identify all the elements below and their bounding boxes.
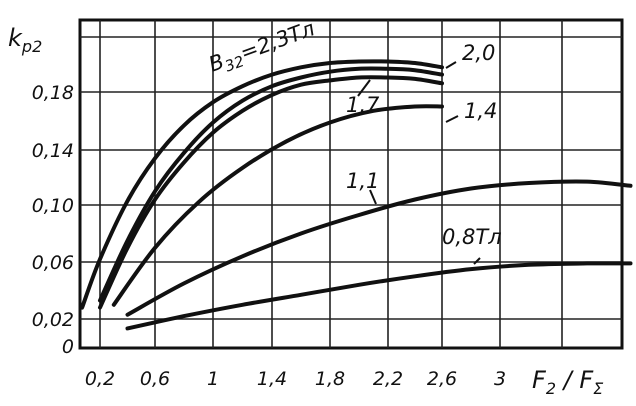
x-tick-label: 2,2: [373, 368, 403, 390]
x-tick-label: 1: [207, 368, 219, 390]
series-line-5: [125, 261, 633, 331]
y-tick-label: 0: [62, 336, 74, 358]
series-label-2.0: 2,0: [462, 41, 495, 65]
series-line-3: [111, 104, 444, 307]
x-tick-label: 3: [494, 368, 506, 390]
curves: [80, 59, 633, 331]
x-tick-label: 2,6: [427, 368, 457, 390]
series-label-0.8: 0,8Тл: [442, 225, 502, 249]
label-leader: [369, 189, 377, 205]
series-label-2.3: B32=2,3Тл: [206, 16, 320, 80]
x-tick-label: 1,8: [315, 368, 345, 390]
series-line-4: [125, 179, 633, 317]
series-line-1: [98, 66, 444, 303]
x-tick-label: 0,2: [85, 368, 115, 390]
x-tick-label: 1,4: [257, 368, 287, 390]
y-tick-label: 0,18: [32, 82, 74, 104]
y-tick-label: 0,06: [32, 252, 74, 274]
y-tick-label: 0,14: [32, 140, 74, 162]
y-axis-label: kp2: [8, 24, 42, 56]
label-leader: [445, 61, 457, 69]
label-leader: [473, 257, 481, 265]
label-leader: [357, 79, 371, 97]
y-tick-label: 0,02: [32, 309, 74, 331]
x-axis-label: F2 / FΣ: [532, 366, 604, 398]
x-tick-label: 0,6: [140, 368, 170, 390]
annotation-1.1: 1,1: [346, 169, 379, 193]
series-label-1.4: 1,4: [464, 99, 497, 123]
series-line-0: [80, 59, 444, 310]
ticks: 0,2 0,6 1 1,4 1,8 2,2 2,6 3 0 0,02 0,06 0,10 0,14 0,1…: [32, 82, 506, 390]
series-line-2: [98, 75, 444, 310]
label-leader: [445, 115, 459, 123]
y-tick-label: 0,10: [32, 195, 74, 217]
series-label-1.7: 1,7: [346, 93, 380, 117]
